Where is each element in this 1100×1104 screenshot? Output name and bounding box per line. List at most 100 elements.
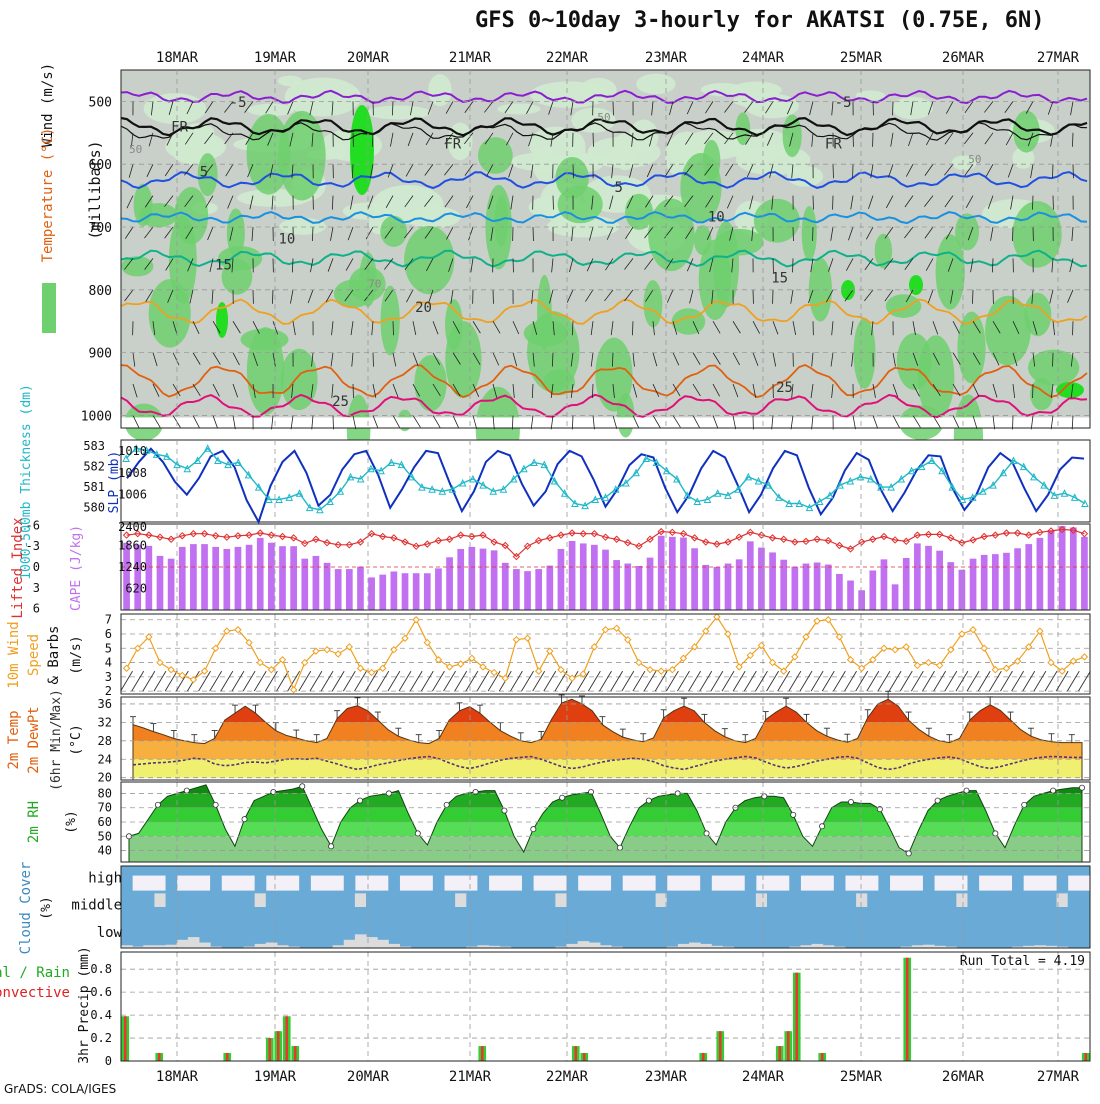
rh-point [329,844,334,849]
precip-convective-bar [1084,1053,1087,1061]
date-label-bottom: 18MAR [156,1069,199,1085]
rh-point [646,798,651,803]
cape-bar [1003,553,1010,610]
precip-convective-bar [795,973,798,1061]
rh-dry-patch [278,76,303,87]
date-label-bottom: 23MAR [645,1069,688,1085]
cape-bar [747,541,754,610]
cloud-high-bar [277,866,289,876]
cloud-high-bar [901,866,913,876]
date-label-top: 22MAR [546,50,589,66]
precip-tick-label: 0.2 [90,1031,112,1045]
pressure-tick-label: 1000 [81,409,112,424]
cloud-high-bar [522,866,534,893]
cloud-high-bar [132,866,144,876]
precip-convective-bar [719,1031,722,1061]
cape-bar [457,549,464,610]
cape-bar [725,564,732,610]
precip-convective-bar [226,1053,229,1061]
precip-convective-bar [906,958,909,1061]
cape-bar [301,559,308,610]
wind-tick-label: 6 [105,627,112,641]
cloud-high-bar [500,866,512,876]
cape-bar [925,546,932,610]
rh-point [1022,802,1027,807]
contour-label: 70 [368,277,381,290]
rh-moist-patch [886,294,922,318]
cape-bar [157,556,164,610]
li-tick-label: -6 [26,518,40,532]
contour-label: -5 [835,95,852,111]
rh-point [386,791,391,796]
cape-bar [413,573,420,610]
precip-tick-label: 0.6 [90,985,112,999]
cloud-high-bar [711,866,723,876]
cape-bar [546,566,553,610]
thickness-tick-label: 582 [83,460,105,474]
cape-bar [335,569,342,610]
cape-bar [758,548,765,610]
cape-bar [179,547,186,610]
cloud-high-bar [1068,866,1080,876]
cape-bar [558,549,565,610]
cape-bar [391,572,398,610]
cloud-high-bar [633,866,645,876]
cape-bar [469,547,476,610]
rh-moist-patch [1028,350,1079,386]
temp-tick-label: 24 [98,752,112,766]
date-label-bottom: 25MAR [840,1069,883,1085]
cloud-high-bar [466,866,478,876]
cloud-high-bar [812,866,824,876]
precip-convective-bar [294,1046,297,1061]
li-tick-label: 0 [33,560,40,574]
cape-bar [357,567,364,610]
contour-label: 5 [614,180,622,196]
cape-bar [803,564,810,610]
cape-bar [869,570,876,610]
cloud-high-bar [555,866,567,876]
contour-label: 25 [332,394,349,410]
rh-dry-patch [892,97,933,120]
cloud-high-bar [388,866,400,893]
cloud-high-bar [656,866,668,893]
cloud-high-bar [567,866,579,893]
precip-convective-bar [158,1053,161,1061]
cape-bar [223,549,230,610]
cape-bar [959,570,966,610]
lifted-index-axis-label: Lifted Index [10,517,26,618]
slp-panel-bg [121,440,1090,522]
thickness-tick-label: 583 [83,439,105,453]
cape-bar [123,543,130,610]
date-label-top: 20MAR [347,50,390,66]
cape-bar [914,543,921,610]
cloud-high-bar [1045,866,1057,876]
li-tick-label: 6 [33,602,40,616]
cloud-low-gap [199,943,211,948]
precip-tick-label: 0.8 [90,962,112,976]
cape-bar [1037,538,1044,610]
cape-bar [613,560,620,610]
cloud-high-bar [912,866,924,876]
cloud-high-bar [411,866,423,876]
wind-tick-label: 3 [105,670,112,684]
cloud-middle-gap [756,893,767,907]
rh-tick-label: 70 [98,801,112,815]
date-label-top: 24MAR [742,50,785,66]
cape-bar [313,556,320,610]
cape-bar [792,567,799,610]
pressure-axis-label: (millibars) [86,140,104,239]
cloud-high-bar [578,866,590,876]
date-label-top: 23MAR [645,50,688,66]
rh-moist-patch [1030,378,1053,410]
cape-bar [702,565,709,610]
cape-bar [513,569,520,610]
pressure-tick-label: 900 [89,347,112,362]
temp-axis-label-2: 2m DewPt [26,706,42,773]
cloud-middle-band [121,891,1090,948]
rh-point [531,827,536,832]
cloud-low-gap [177,940,189,948]
cape-bar [190,544,197,610]
cloud-high-bar [321,866,333,876]
